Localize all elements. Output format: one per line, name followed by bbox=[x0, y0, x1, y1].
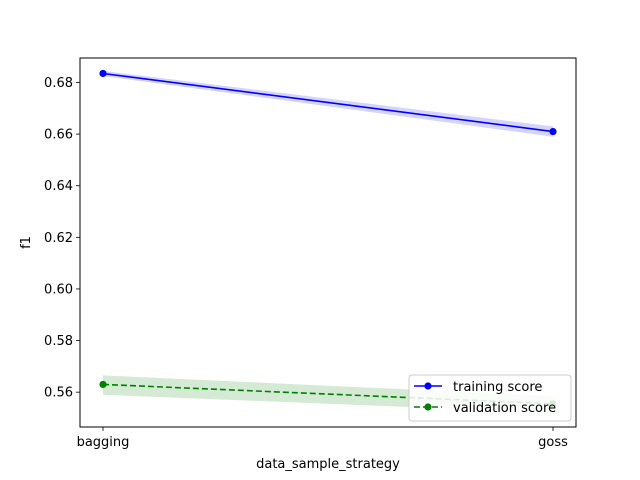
x-tick-label: bagging bbox=[77, 435, 130, 450]
y-tick-label: 0.62 bbox=[44, 231, 73, 246]
y-tick-label: 0.66 bbox=[44, 128, 73, 143]
legend: training score validation score bbox=[408, 374, 572, 422]
training-score-legend-label: training score bbox=[453, 380, 542, 395]
y-axis-ticks: 0.56 0.58 0.60 0.62 0.64 0.66 0.68 bbox=[44, 76, 80, 401]
y-tick-label: 0.60 bbox=[44, 282, 73, 297]
x-axis-label: data_sample_strategy bbox=[256, 457, 400, 472]
training-score-point bbox=[549, 127, 557, 136]
series-lines bbox=[102, 72, 554, 405]
training-score-point bbox=[99, 69, 107, 78]
y-tick-label: 0.68 bbox=[44, 76, 73, 91]
y-axis-label: f1 bbox=[19, 236, 34, 249]
legend-box bbox=[408, 374, 572, 422]
y-tick-label: 0.64 bbox=[44, 179, 73, 194]
training-score-legend-marker bbox=[424, 382, 432, 390]
training-score-line bbox=[102, 72, 554, 133]
validation-score-line bbox=[102, 383, 554, 405]
plot-frame bbox=[79, 57, 577, 428]
validation-score-legend-marker bbox=[424, 403, 432, 411]
validation-score-legend-label: validation score bbox=[453, 401, 556, 416]
y-tick-label: 0.58 bbox=[44, 334, 73, 349]
x-axis-ticks: bagging goss bbox=[77, 427, 568, 450]
y-tick-label: 0.56 bbox=[44, 386, 73, 401]
validation-score-point bbox=[99, 380, 107, 389]
x-tick-label: goss bbox=[538, 435, 568, 450]
